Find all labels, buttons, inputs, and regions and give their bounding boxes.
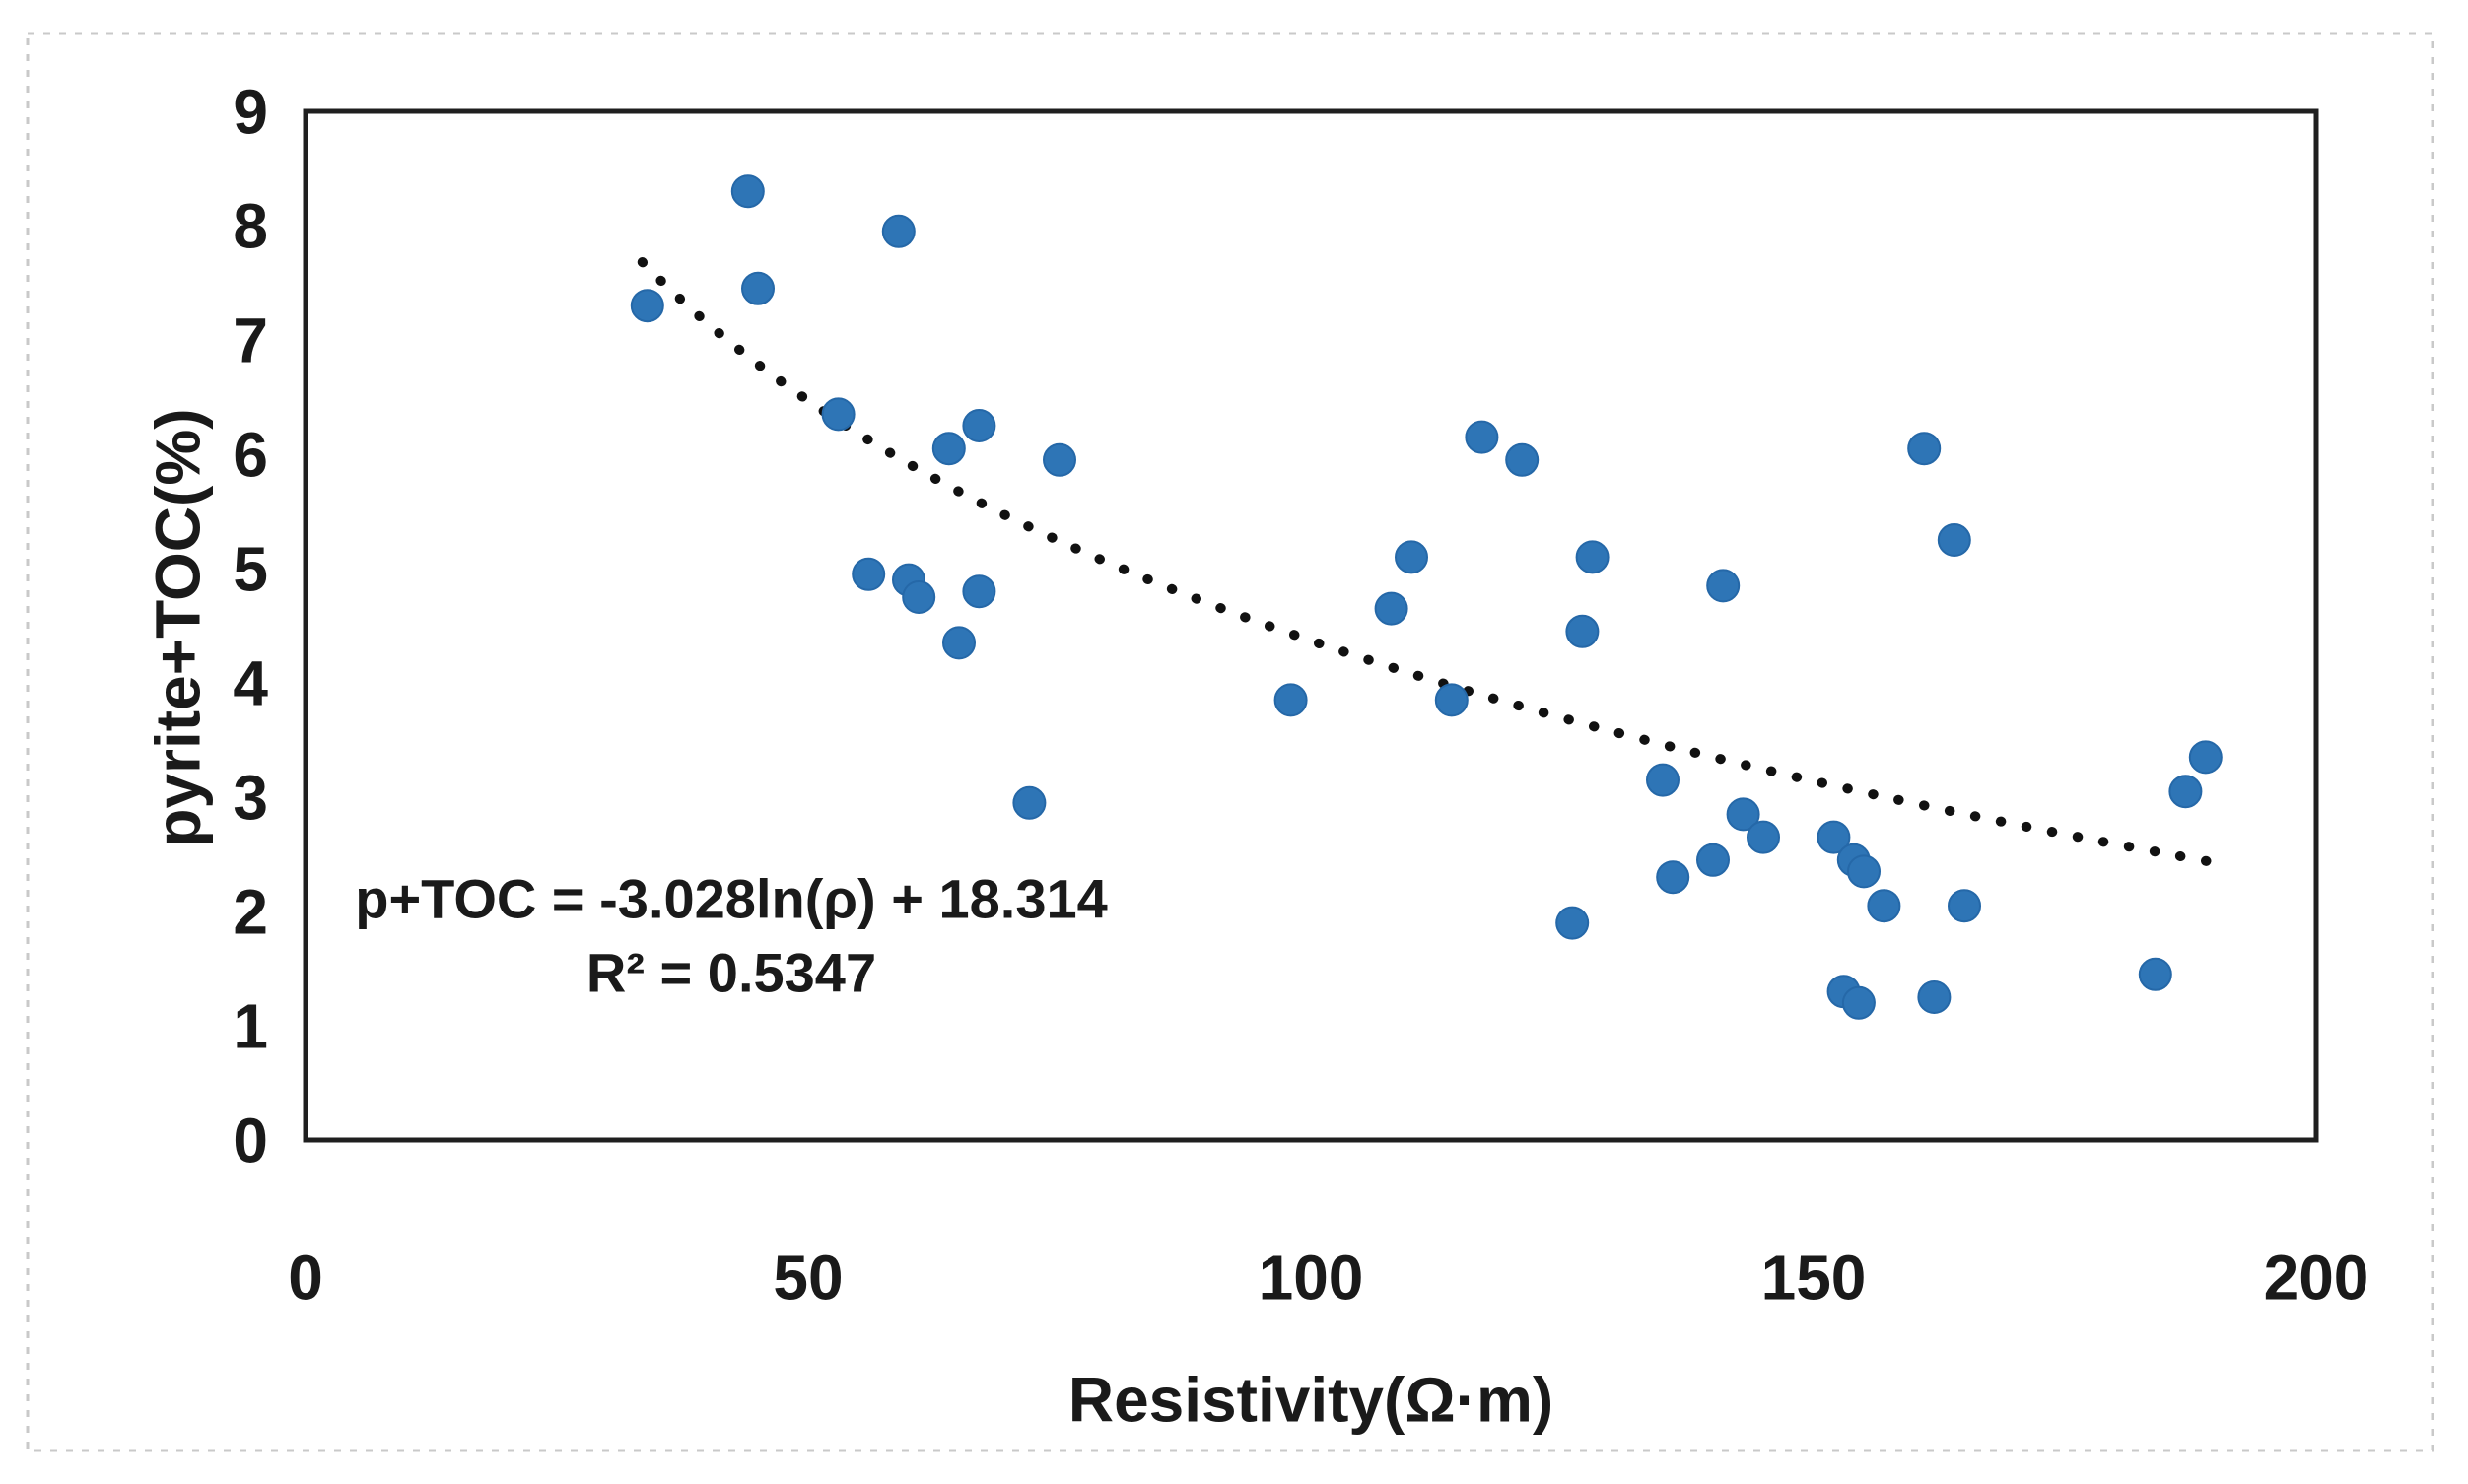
data-point [1465, 420, 1499, 454]
data-point [1847, 854, 1881, 889]
data-point [2188, 740, 2223, 775]
data-point [1817, 820, 1851, 854]
data-point [902, 580, 936, 614]
data-point [1726, 797, 1760, 832]
data-point [821, 397, 856, 432]
trendline-equation: p+TOC = -3.028ln(ρ) + 18.314 [355, 868, 1108, 930]
data-point [931, 432, 966, 466]
trendline-r-squared: R² = 0.5347 [586, 942, 876, 1004]
data-point [1043, 442, 1076, 477]
y-tick-label: 3 [233, 762, 268, 833]
data-point [1395, 540, 1428, 574]
data-point [852, 557, 886, 591]
figure-border [26, 32, 2434, 1452]
data-point [1907, 432, 1942, 466]
data-point [1565, 614, 1600, 648]
data-point [962, 574, 996, 609]
y-axis-tick-labels: 0 1 2 3 4 5 6 7 8 9 [233, 76, 268, 1176]
x-tick-label: 150 [1761, 1242, 1867, 1313]
data-point [2138, 957, 2172, 991]
data-point [1706, 569, 1741, 603]
data-point [2168, 775, 2203, 809]
y-tick-label: 8 [233, 190, 268, 261]
y-tick-label: 4 [233, 647, 268, 718]
data-point [1841, 985, 1876, 1020]
data-point [1555, 906, 1590, 940]
y-tick-label: 0 [233, 1105, 268, 1176]
x-axis-tick-labels: 0 50 100 150 200 [288, 1242, 2368, 1313]
y-tick-label: 9 [233, 76, 268, 147]
y-tick-label: 6 [233, 419, 268, 490]
data-point [881, 214, 916, 248]
data-point [1012, 785, 1047, 820]
data-point [741, 271, 775, 305]
data-point [1646, 763, 1680, 797]
data-point [1374, 591, 1408, 626]
data-point [1656, 860, 1690, 895]
x-tick-label: 50 [773, 1242, 843, 1313]
data-point [1917, 980, 1952, 1014]
data-point [1575, 540, 1610, 574]
data-point [1273, 683, 1308, 717]
data-point-layer [630, 174, 2223, 1020]
data-point [962, 409, 996, 442]
data-point [1434, 683, 1469, 717]
y-tick-label: 7 [233, 304, 268, 375]
plot-area-frame [303, 108, 2319, 1143]
x-tick-label: 100 [1259, 1242, 1364, 1313]
data-point [942, 626, 976, 660]
y-tick-label: 5 [233, 533, 268, 604]
data-point [1696, 843, 1730, 877]
x-tick-label: 200 [2264, 1242, 2369, 1313]
data-point [1867, 889, 1901, 923]
x-axis-title: Resistivity(Ω·m) [1068, 1364, 1553, 1435]
y-tick-label: 1 [233, 990, 268, 1061]
data-point [630, 289, 664, 323]
data-point [1505, 442, 1540, 477]
y-axis-title: pyrite+TOC(%) [142, 408, 213, 846]
y-tick-label: 2 [233, 876, 268, 947]
data-point [1948, 889, 1981, 923]
data-point [730, 174, 765, 209]
x-tick-label: 0 [288, 1242, 323, 1313]
data-point [1747, 820, 1780, 854]
data-point [1937, 523, 1971, 557]
